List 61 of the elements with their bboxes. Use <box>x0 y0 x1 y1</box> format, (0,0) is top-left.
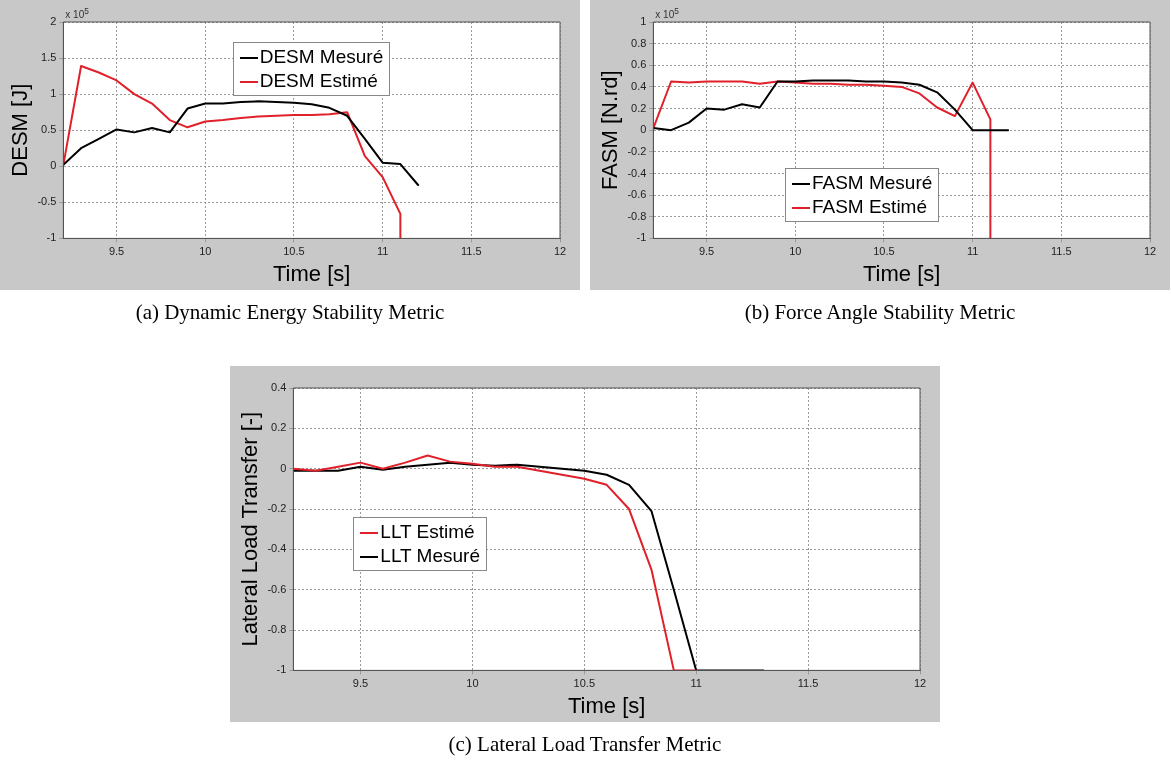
x-tick-label: 11 <box>690 677 702 690</box>
y-tick-label: 0 <box>50 159 57 172</box>
x-tick-label: 9.5 <box>352 677 369 690</box>
y-tick-label: -0.8 <box>267 623 287 636</box>
x-tick-label: 10.5 <box>573 677 596 690</box>
y-tick-label: -1 <box>46 231 57 244</box>
x-axis-title: Time [s] <box>272 260 351 286</box>
y-tick-label: -0.4 <box>267 542 287 555</box>
y-tick-label: 0.5 <box>41 123 57 136</box>
x-tick-label: 12 <box>1143 245 1157 258</box>
y-axis-title: FASM [N.rd] <box>597 70 623 191</box>
legend-label: FASM Mesuré <box>811 172 933 194</box>
y-tick-label: 0.6 <box>631 58 647 71</box>
y-tick-label: 0 <box>640 123 647 136</box>
legend-label: DESM Estimé <box>259 70 378 91</box>
y-tick-label: -1 <box>276 663 287 676</box>
x-tick-label: 11.5 <box>797 677 819 690</box>
y-tick-label: 1 <box>50 87 57 100</box>
x-tick-label: 11 <box>376 245 389 258</box>
legend-label: DESM Mesuré <box>259 46 384 67</box>
x-axis-title: Time [s] <box>862 260 941 286</box>
y-tick-label: -0.8 <box>627 209 647 222</box>
y-axis-title: DESM [J] <box>7 83 33 177</box>
x-tick-label: 10.5 <box>283 245 305 258</box>
legend-label: LLT Mesuré <box>380 545 480 567</box>
x-tick-label: 9.5 <box>698 245 715 258</box>
y-tick-label: -0.2 <box>627 144 647 157</box>
x-tick-label: 11 <box>966 245 979 258</box>
x-tick-label: 10 <box>466 677 479 690</box>
y-tick-label: 0.4 <box>631 79 647 92</box>
y-tick-label: 1.5 <box>41 51 57 64</box>
x-tick-label: 10.5 <box>873 245 895 258</box>
y-tick-label: -1 <box>636 231 647 244</box>
text: x 10$^{5}$ <box>655 6 679 21</box>
y-tick-label: -0.5 <box>37 195 57 208</box>
x-tick-label: 9.5 <box>108 245 125 258</box>
x-tick-label: 11.5 <box>1051 245 1072 258</box>
x-tick-label: 12 <box>553 245 567 258</box>
x-tick-label: 11.5 <box>461 245 482 258</box>
y-tick-label: 0.4 <box>271 381 287 394</box>
y-tick-label: 0 <box>280 461 287 474</box>
y-tick-label: -0.2 <box>267 502 287 515</box>
x-axis-title: Time [s] <box>567 692 646 718</box>
text: (a) Dynamic Energy Stability Metric <box>134 300 446 325</box>
x-tick-label: 12 <box>913 677 927 690</box>
x-tick-label: 10 <box>789 245 802 258</box>
legend-label: FASM Estimé <box>811 196 928 218</box>
y-tick-label: 2 <box>50 15 57 28</box>
y-tick-label: 0.2 <box>271 421 287 434</box>
legend-label: LLT Estimé <box>380 521 475 543</box>
text: (b) Force Angle Stability Metric <box>743 300 1017 325</box>
text: x 10$^{5}$ <box>65 6 89 21</box>
x-tick-label: 10 <box>199 245 212 258</box>
y-axis-title: Lateral Load Transfer [-] <box>237 411 263 647</box>
y-tick-label: 0.2 <box>631 101 647 114</box>
y-tick-label: 1 <box>640 15 647 28</box>
text: (c) Lateral Load Transfer Metric <box>447 732 723 757</box>
y-tick-label: -0.4 <box>627 166 647 179</box>
y-tick-label: -0.6 <box>627 188 647 201</box>
y-tick-label: 0.8 <box>631 36 647 49</box>
y-tick-label: -0.6 <box>267 582 287 595</box>
